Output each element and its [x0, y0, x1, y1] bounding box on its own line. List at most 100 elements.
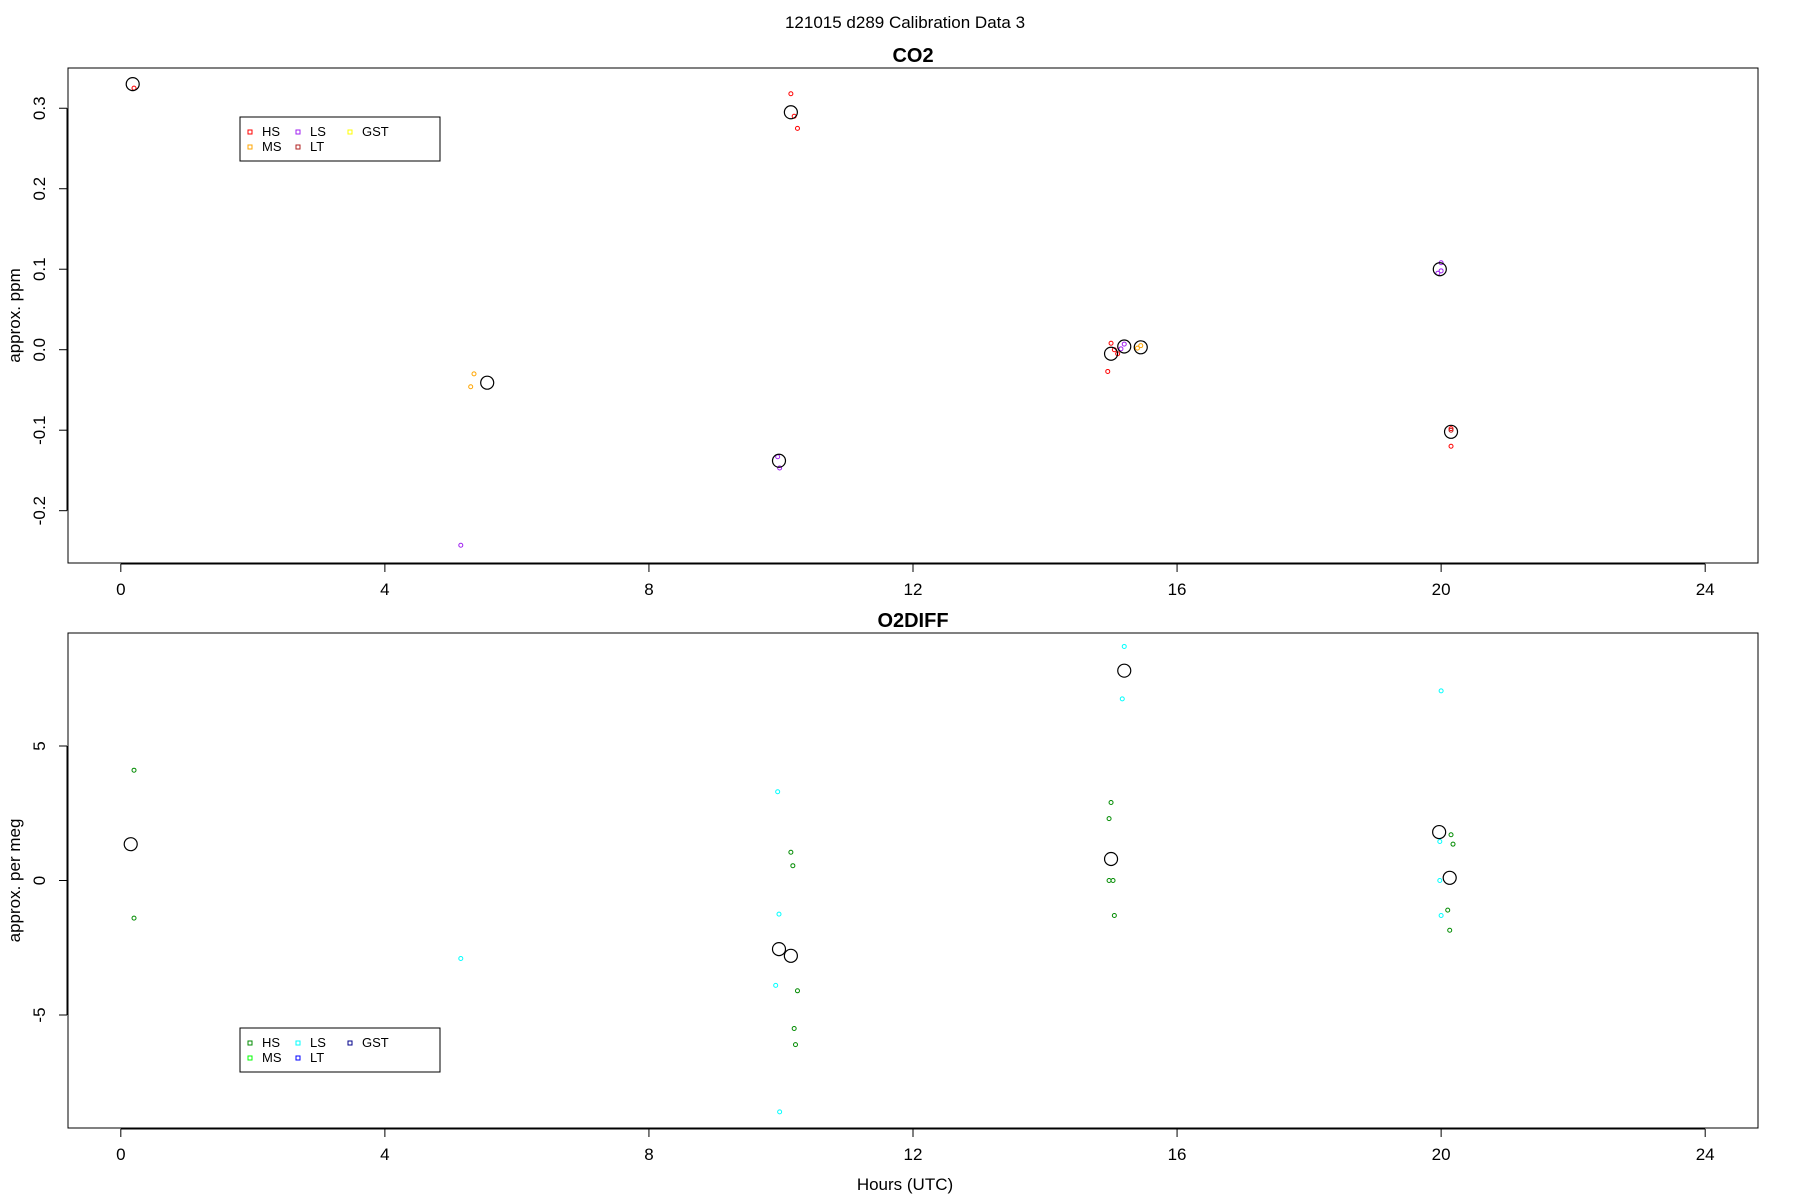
o2diff-x-axis-label: Hours (UTC): [857, 1175, 953, 1194]
o2diff-title: O2DIFF: [877, 610, 948, 632]
o2diff-legend-label-ms: MS: [262, 1050, 282, 1065]
co2-point-ls: [777, 465, 783, 471]
co2-point-hs: [1108, 340, 1114, 346]
o2diff-y-tick-label: 0: [30, 876, 49, 885]
co2-legend-label-ls: LS: [310, 124, 326, 139]
co2-point-hs: [1448, 426, 1454, 432]
co2-y-tick-label: 0.1: [30, 257, 49, 281]
o2diff-legend-swatch-hs: [247, 1040, 253, 1046]
co2-point-mean: [1133, 340, 1148, 355]
o2diff-legend-label-lt: LT: [310, 1050, 324, 1065]
co2-x-tick-label: 4: [380, 580, 389, 599]
co2-x-tick-label: 16: [1168, 580, 1187, 599]
co2-legend-label-lt: LT: [310, 139, 324, 154]
co2-point-mean: [1432, 262, 1447, 277]
o2diff-x-tick-label: 8: [644, 1145, 653, 1164]
co2-point-mean: [1103, 346, 1119, 361]
co2-panel: CO2 0 4 8 12 16 20 24 -0.2 -0.1 0.0 0.1 0.2 0.3 approx…: [5, 45, 1759, 599]
o2diff-point-mean: [1432, 824, 1447, 840]
co2-point-ms: [468, 384, 474, 390]
o2diff-point-hs: [1106, 816, 1112, 822]
co2-x-tick-label: 12: [904, 580, 923, 599]
o2diff-y-tick-label: 5: [30, 741, 49, 750]
o2diff-legend-box: [239, 1027, 441, 1073]
co2-title: CO2: [892, 45, 933, 67]
o2diff-legend-swatch-ms: [247, 1055, 253, 1061]
o2diff-point-hs: [131, 915, 137, 921]
co2-y-tick-label: 0.3: [30, 96, 49, 120]
o2diff-panel: O2DIFF 0 4 8 12 16 20 24 -5 0 5 approx. per meg Hour…: [5, 610, 1759, 1194]
co2-y-tick-label: 0.2: [30, 177, 49, 201]
co2-legend-swatch-lt: [295, 144, 301, 150]
o2diff-legend-label-gst: GST: [362, 1035, 389, 1050]
o2diff-point-mean: [1103, 851, 1119, 867]
co2-plot-frame: [67, 67, 1759, 564]
co2-point-ms: [1138, 343, 1144, 349]
co2-point-mean: [125, 76, 140, 92]
co2-x-tick-label: 8: [644, 580, 653, 599]
o2diff-point-hs: [1108, 799, 1114, 805]
co2-legend-swatch-hs: [247, 129, 253, 135]
co2-point-ms: [1134, 345, 1140, 351]
co2-point-hs: [788, 91, 794, 97]
o2diff-point-mean: [1442, 870, 1457, 885]
o2diff-point-mean: [771, 942, 787, 957]
co2-y-tick-label: -0.1: [30, 416, 49, 445]
o2diff-legend-swatch-lt: [295, 1055, 301, 1061]
o2diff-point-ls: [1437, 838, 1443, 844]
o2diff-x-tick-label: 16: [1168, 1145, 1187, 1164]
o2diff-point-hs: [1445, 907, 1451, 913]
o2diff-point-hs: [1448, 832, 1454, 838]
co2-y-tick-label: -0.2: [30, 496, 49, 525]
o2diff-y-tick-label: -5: [30, 1007, 49, 1022]
o2diff-point-hs: [788, 849, 794, 855]
co2-point-ls: [1438, 268, 1444, 274]
o2diff-x-tick-label: 24: [1696, 1145, 1715, 1164]
o2diff-point-ls: [776, 911, 782, 917]
o2diff-point-hs: [791, 1025, 797, 1031]
o2diff-point-hs: [1447, 927, 1453, 933]
co2-point-hs: [1105, 368, 1111, 374]
o2diff-point-mean: [1117, 663, 1132, 678]
o2diff-point-hs: [1110, 878, 1116, 883]
o2diff-x-tick-label: 4: [380, 1145, 389, 1164]
co2-legend-swatch-gst: [347, 129, 353, 135]
co2-point-lt: [1448, 427, 1454, 433]
o2diff-legend-swatch-ls: [295, 1040, 301, 1046]
co2-y-tick-label: 0.0: [30, 338, 49, 362]
o2diff-x-tick-label: 0: [116, 1145, 125, 1164]
o2diff-point-hs: [790, 863, 796, 869]
co2-point-mean: [783, 105, 798, 120]
o2diff-point-ls: [777, 1109, 783, 1115]
o2diff-point-ls: [1119, 696, 1125, 702]
o2diff-point-ls: [1121, 643, 1127, 649]
o2diff-point-hs: [1450, 841, 1456, 847]
o2diff-point-hs: [131, 767, 137, 773]
co2-legend-swatch-ms: [247, 144, 253, 150]
o2diff-x-tick-label: 20: [1432, 1145, 1451, 1164]
co2-y-axis-label: approx. ppm: [5, 268, 24, 363]
co2-legend-swatch-ls: [295, 129, 301, 135]
co2-x-tick-label: 20: [1432, 580, 1451, 599]
o2diff-legend-swatch-gst: [347, 1040, 353, 1046]
o2diff-legend-label-ls: LS: [310, 1035, 326, 1050]
o2diff-point-ls: [775, 789, 781, 795]
o2diff-point-hs: [1111, 912, 1117, 918]
co2-point-hs: [794, 125, 800, 131]
o2diff-point-ls: [773, 982, 779, 988]
co2-point-mean: [1443, 424, 1459, 439]
co2-point-mean: [480, 375, 495, 390]
o2diff-point-hs: [792, 1042, 798, 1048]
co2-point-mean: [771, 453, 787, 468]
o2diff-point-mean: [783, 948, 798, 963]
co2-point-ms: [471, 371, 477, 377]
co2-x-tick-label: 24: [1696, 580, 1715, 599]
co2-point-hs: [1448, 443, 1454, 449]
o2diff-point-ls: [458, 956, 464, 962]
o2diff-x-tick-label: 12: [904, 1145, 923, 1164]
page-title: 121015 d289 Calibration Data 3: [785, 13, 1025, 32]
co2-legend-label-hs: HS: [262, 124, 280, 139]
